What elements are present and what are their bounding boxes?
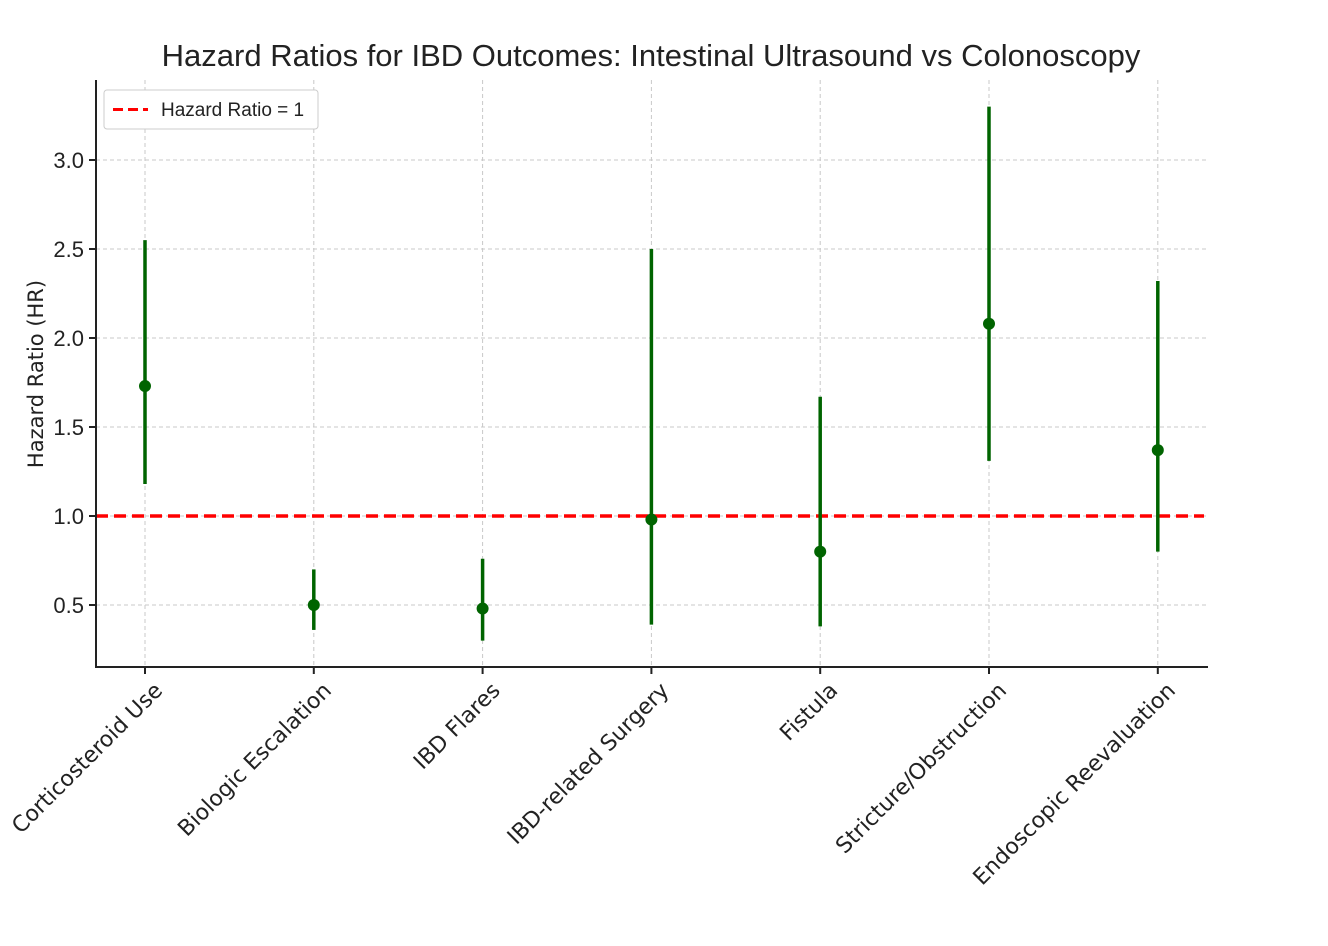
y-tick-label-0: 0.5	[53, 593, 84, 618]
hr-point-5	[983, 317, 995, 330]
y-tick-label-2: 1.5	[53, 415, 84, 440]
legend: Hazard Ratio = 1	[103, 89, 319, 130]
x-tick-label-2: IBD Flares	[409, 678, 505, 774]
y-tick-label-1: 1.0	[53, 504, 84, 529]
hr-point-2	[476, 602, 489, 615]
y-tick-label-3: 2.0	[53, 326, 84, 351]
x-tick-label-6: Endoscopic Reevaluation	[969, 678, 1181, 890]
x-tick-label-0: Corticosteroid Use	[7, 678, 168, 839]
hr-point-0	[139, 380, 151, 393]
legend-reference-label: Hazard Ratio = 1	[161, 100, 304, 121]
hr-point-3	[645, 513, 658, 526]
x-tick-label-1: Biologic Escalation	[173, 678, 336, 841]
hr-point-6	[1151, 444, 1164, 457]
axes	[89, 80, 1208, 674]
hr-point-1	[307, 599, 320, 611]
y-tick-labels: 0.5 1.0 1.5 2.0 2.5 3.0	[53, 148, 84, 618]
data-marks	[139, 106, 1164, 641]
y-tick-label-5: 3.0	[53, 148, 84, 173]
legend-box	[103, 89, 319, 130]
x-tick-label-4: Fistula	[775, 678, 843, 746]
chart-title: Hazard Ratios for IBD Outcomes: Intestin…	[162, 38, 1141, 73]
y-axis-label: Hazard Ratio (HR)	[24, 280, 48, 468]
hr-point-4	[814, 545, 827, 558]
x-tick-label-3: IBD-related Surgery	[503, 678, 674, 849]
x-tick-labels: Corticosteroid Use Biologic Escalation IBD…	[7, 678, 1180, 890]
y-tick-label-4: 2.5	[53, 237, 84, 262]
x-tick-label-5: Stricture/Obstruction	[831, 678, 1012, 859]
